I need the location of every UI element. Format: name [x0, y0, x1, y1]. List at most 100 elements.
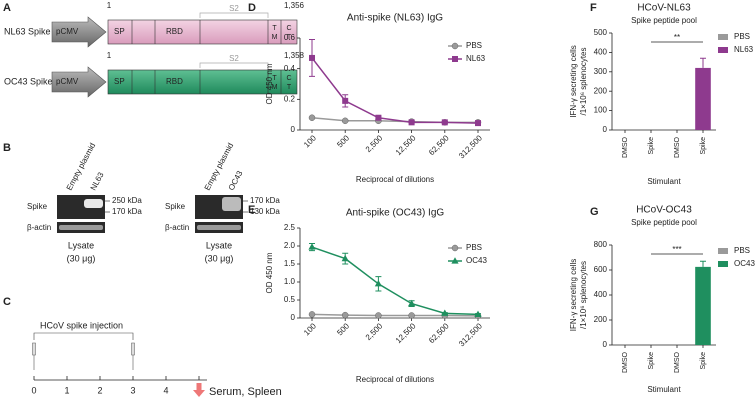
timeline-tick-label: 4 — [163, 385, 168, 395]
marker — [341, 254, 349, 262]
y-axis-label: OD 450 nm — [265, 252, 274, 293]
x-tick-label: 500 — [335, 321, 351, 337]
series-line — [311, 246, 479, 316]
y-tick-label: 600 — [594, 265, 608, 274]
bar — [695, 67, 711, 130]
domain-label: RBD — [166, 27, 183, 36]
x-tick-label: DMSO — [674, 136, 681, 158]
marker — [308, 243, 316, 250]
legend-label: PBS — [466, 41, 482, 50]
marker — [451, 257, 459, 264]
marker — [408, 299, 416, 307]
marker — [309, 54, 315, 61]
marker-label: 130 kDa — [250, 207, 280, 216]
row-label: β-actin — [165, 223, 189, 232]
x-tick-label: Spike — [700, 137, 707, 155]
construct-name: NL63 Spike — [4, 26, 51, 36]
marker — [341, 117, 349, 125]
marker — [451, 244, 459, 252]
significance-label: ** — [674, 33, 680, 42]
region-label: S2 — [229, 54, 239, 63]
region-bracket — [199, 12, 269, 18]
tm-label: M — [272, 84, 278, 91]
blot-caption: (30 μg) — [67, 253, 96, 263]
x-tick-label: 312,500 — [457, 321, 484, 348]
tm-label: T — [272, 25, 277, 32]
x-tick-label: 2,500 — [364, 133, 385, 154]
x-tick-label: 12,500 — [394, 133, 418, 157]
chart-title: HCoV-OC43 — [636, 205, 692, 216]
panel-label: F — [590, 2, 597, 14]
timeline-label: HCoV spike injection — [40, 320, 123, 330]
y-axis-label: /1×10⁶ splenocytes — [579, 47, 588, 115]
legend-swatch — [718, 248, 728, 254]
y-tick-label: 100 — [594, 106, 608, 115]
construct-name: OC43 Spike — [4, 76, 53, 86]
y-tick-label: 500 — [594, 28, 608, 37]
legend-swatch — [718, 47, 728, 53]
blot-caption: (30 μg) — [205, 253, 234, 263]
x-tick-label: Spike — [648, 137, 655, 155]
region-label: S2 — [229, 4, 239, 13]
y-tick-label: 0 — [291, 313, 296, 322]
timeline-tick-label: 0 — [31, 385, 36, 395]
y-tick-label: 200 — [594, 86, 608, 95]
y-tick-label: 800 — [594, 240, 608, 249]
blot-band — [222, 197, 241, 211]
marker — [475, 120, 481, 127]
significance-label: *** — [672, 245, 681, 254]
x-tick-label: Spike — [648, 352, 655, 370]
error-bar — [700, 260, 706, 267]
y-tick-label: 0.6 — [284, 33, 296, 42]
chart-title: Anti-spike (NL63) IgG — [347, 13, 443, 24]
blot-band — [59, 225, 103, 230]
marker — [374, 280, 382, 287]
y-tick-label: 1.0 — [284, 277, 296, 286]
residue-end: 1,356 — [284, 1, 305, 10]
tm-label: M — [272, 34, 278, 41]
y-tick-label: 400 — [594, 48, 608, 57]
collection-label: Serum, Spleen — [209, 386, 282, 398]
marker — [474, 310, 482, 317]
marker-label: 170 kDa — [112, 207, 142, 216]
promoter-label: pCMV — [56, 77, 79, 86]
marker — [342, 97, 349, 104]
panel-label: E — [248, 204, 255, 216]
promoter-arrow — [51, 16, 107, 48]
blot-caption: Lysate — [206, 240, 232, 250]
x-tick-label: 500 — [335, 133, 351, 149]
ct-label: T — [287, 34, 292, 41]
marker — [308, 114, 316, 121]
row-label: Spike — [165, 202, 186, 211]
marker — [375, 312, 382, 319]
x-tick-label: 62,500 — [427, 133, 451, 157]
residue-end: 1,358 — [284, 51, 305, 60]
panel-label: D — [248, 2, 256, 14]
y-tick-label: 2.0 — [284, 241, 296, 250]
chart-subtitle: Spike peptide pool — [631, 16, 697, 25]
panel-label: G — [590, 206, 599, 218]
construct-bar — [107, 19, 298, 45]
y-axis-label: /1×10⁶ splenocytes — [579, 261, 588, 329]
y-tick-label: 0 — [603, 125, 608, 134]
row-label: Spike — [27, 202, 48, 211]
timeline-tick-label: 1 — [64, 385, 69, 395]
domain-label: SP — [114, 27, 125, 36]
legend-swatch — [718, 261, 728, 267]
lane-label: OC43 — [227, 169, 245, 192]
x-tick-label: DMSO — [622, 351, 629, 373]
marker — [408, 119, 415, 126]
y-tick-label: 0.4 — [284, 64, 296, 73]
y-tick-label: 300 — [594, 67, 608, 76]
x-tick-label: 100 — [302, 321, 318, 337]
x-axis-label: Reciprocal of dilutions — [356, 375, 434, 384]
y-tick-label: 1.5 — [284, 259, 296, 268]
panel-label: C — [3, 296, 11, 308]
chart-title: HCoV-NL63 — [637, 3, 691, 14]
promoter-label: pCMV — [56, 27, 79, 36]
legend-label: PBS — [466, 243, 482, 252]
x-tick-label: Spike — [700, 352, 707, 370]
legend-label: NL63 — [734, 45, 754, 54]
chart-subtitle: Spike peptide pool — [631, 218, 697, 227]
y-tick-label: 0.5 — [284, 295, 296, 304]
